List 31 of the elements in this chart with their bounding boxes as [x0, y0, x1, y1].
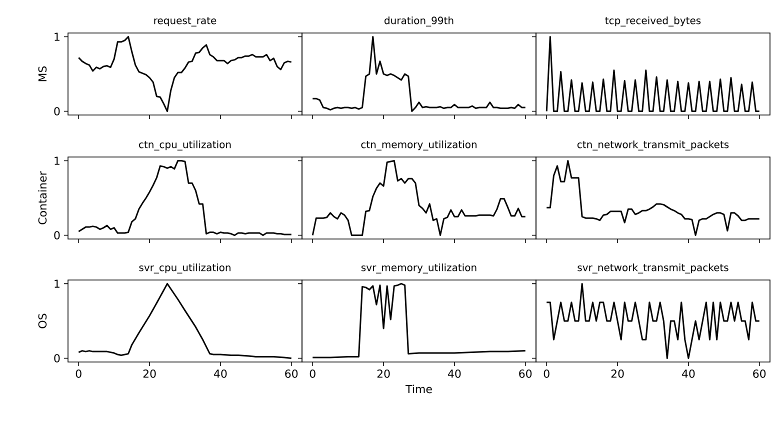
x-tick-label: 20 — [143, 370, 156, 378]
chart-title: svr_network_transmit_packets — [578, 263, 728, 274]
y-tick-label: 0 — [54, 107, 60, 116]
chart-title: request_rate — [154, 17, 216, 26]
x-tick-label: 60 — [519, 370, 532, 378]
x-tick-label: 0 — [310, 370, 316, 378]
y-tick-label: 1 — [54, 32, 60, 41]
chart-title: tcp_received_bytes — [605, 16, 701, 26]
y-tick-label: 0 — [54, 231, 60, 240]
y-axis-title: Container — [38, 171, 47, 224]
y-tick-label: 1 — [54, 280, 60, 288]
y-axis-title: OS — [38, 314, 47, 328]
chart-title: ctn_network_transmit_packets — [577, 140, 729, 150]
chart-title: ctn_cpu_utilization — [139, 140, 231, 150]
x-tick-label: 40 — [448, 370, 461, 378]
y-tick-label: 1 — [54, 156, 60, 165]
chart-title: svr_cpu_utilization — [139, 263, 230, 274]
y-axis-title: MS — [38, 66, 47, 82]
x-tick-label: 40 — [682, 370, 695, 378]
x-tick-label: 20 — [611, 370, 624, 378]
chart-title: svr_memory_utilization — [361, 263, 476, 274]
x-tick-label: 0 — [544, 370, 550, 378]
x-tick-label: 60 — [285, 370, 298, 378]
x-axis-title: Time — [406, 384, 432, 394]
chart-title: ctn_memory_utilization — [361, 140, 476, 150]
x-tick-label: 20 — [377, 370, 390, 378]
x-tick-label: 60 — [753, 370, 766, 378]
x-tick-label: 40 — [214, 370, 227, 378]
x-tick-label: 0 — [76, 370, 82, 378]
chart-title: duration_99th — [384, 16, 454, 26]
y-tick-label: 0 — [54, 354, 60, 362]
